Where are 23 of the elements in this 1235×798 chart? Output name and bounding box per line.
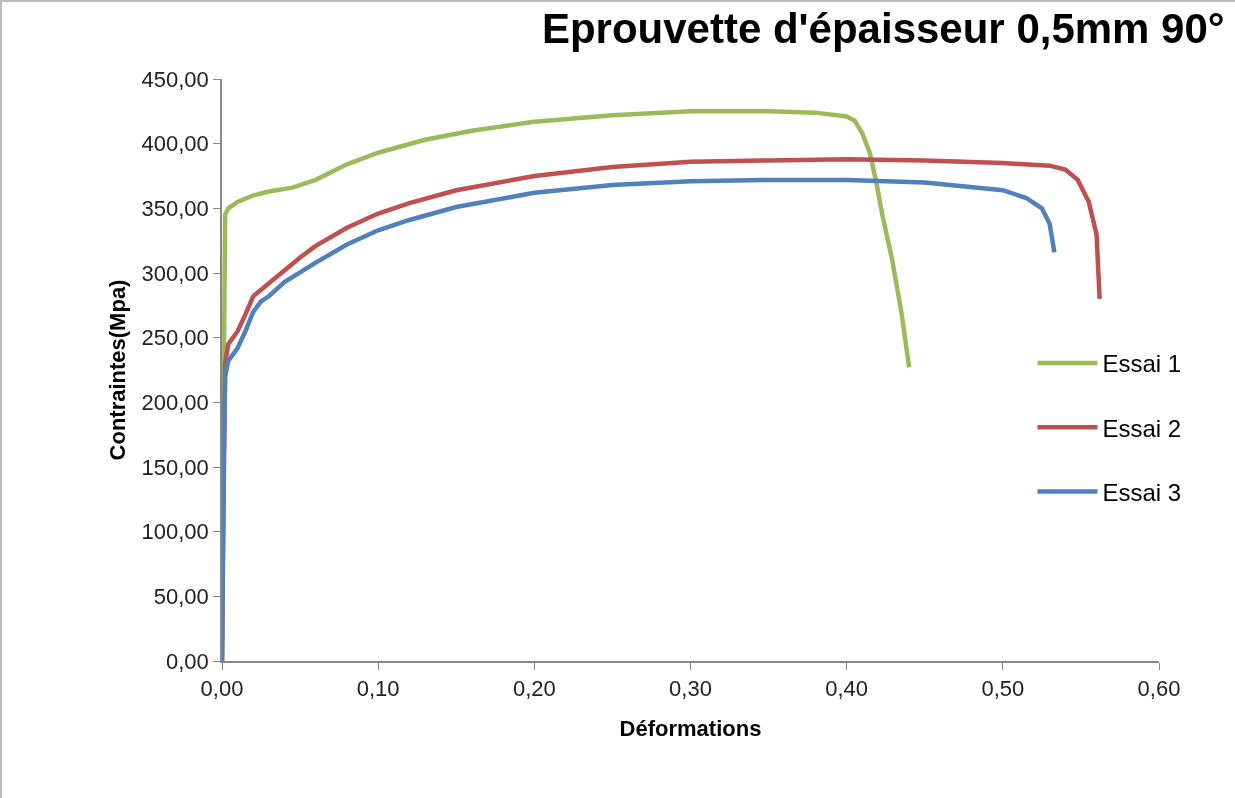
y-axis-title: Contraintes(Mpa): [104, 279, 130, 461]
legend-label: Essai 3: [1102, 478, 1182, 506]
x-tick-label: 0,30: [669, 676, 712, 702]
y-tick-label: 200,00: [141, 390, 209, 416]
x-tick-label: 0,40: [825, 676, 869, 702]
y-tick-label: 250,00: [141, 325, 209, 351]
y-tick-label: 50,00: [153, 584, 209, 610]
y-tick-label: 150,00: [141, 454, 209, 480]
y-tick-label: 0,00: [166, 648, 209, 674]
y-tick-label: 100,00: [141, 519, 209, 545]
legend-label: Essai 1: [1102, 350, 1182, 378]
chart-title: Eprouvette d'épaisseur 0,5mm 90°: [541, 5, 1225, 53]
x-tick-label: 0,50: [981, 676, 1025, 702]
x-tick-label: 0,00: [200, 676, 244, 702]
y-tick-label: 300,00: [141, 260, 209, 286]
legend-label: Essai 2: [1102, 414, 1182, 442]
x-tick-label: 0,60: [1137, 676, 1181, 702]
y-tick-label: 400,00: [141, 131, 209, 157]
x-tick-label: 0,20: [512, 676, 556, 702]
y-tick-label: 350,00: [141, 196, 209, 222]
y-tick-label: 450,00: [141, 66, 209, 92]
x-tick-label: 0,10: [356, 676, 400, 702]
x-axis-title: Déformations: [619, 715, 762, 741]
